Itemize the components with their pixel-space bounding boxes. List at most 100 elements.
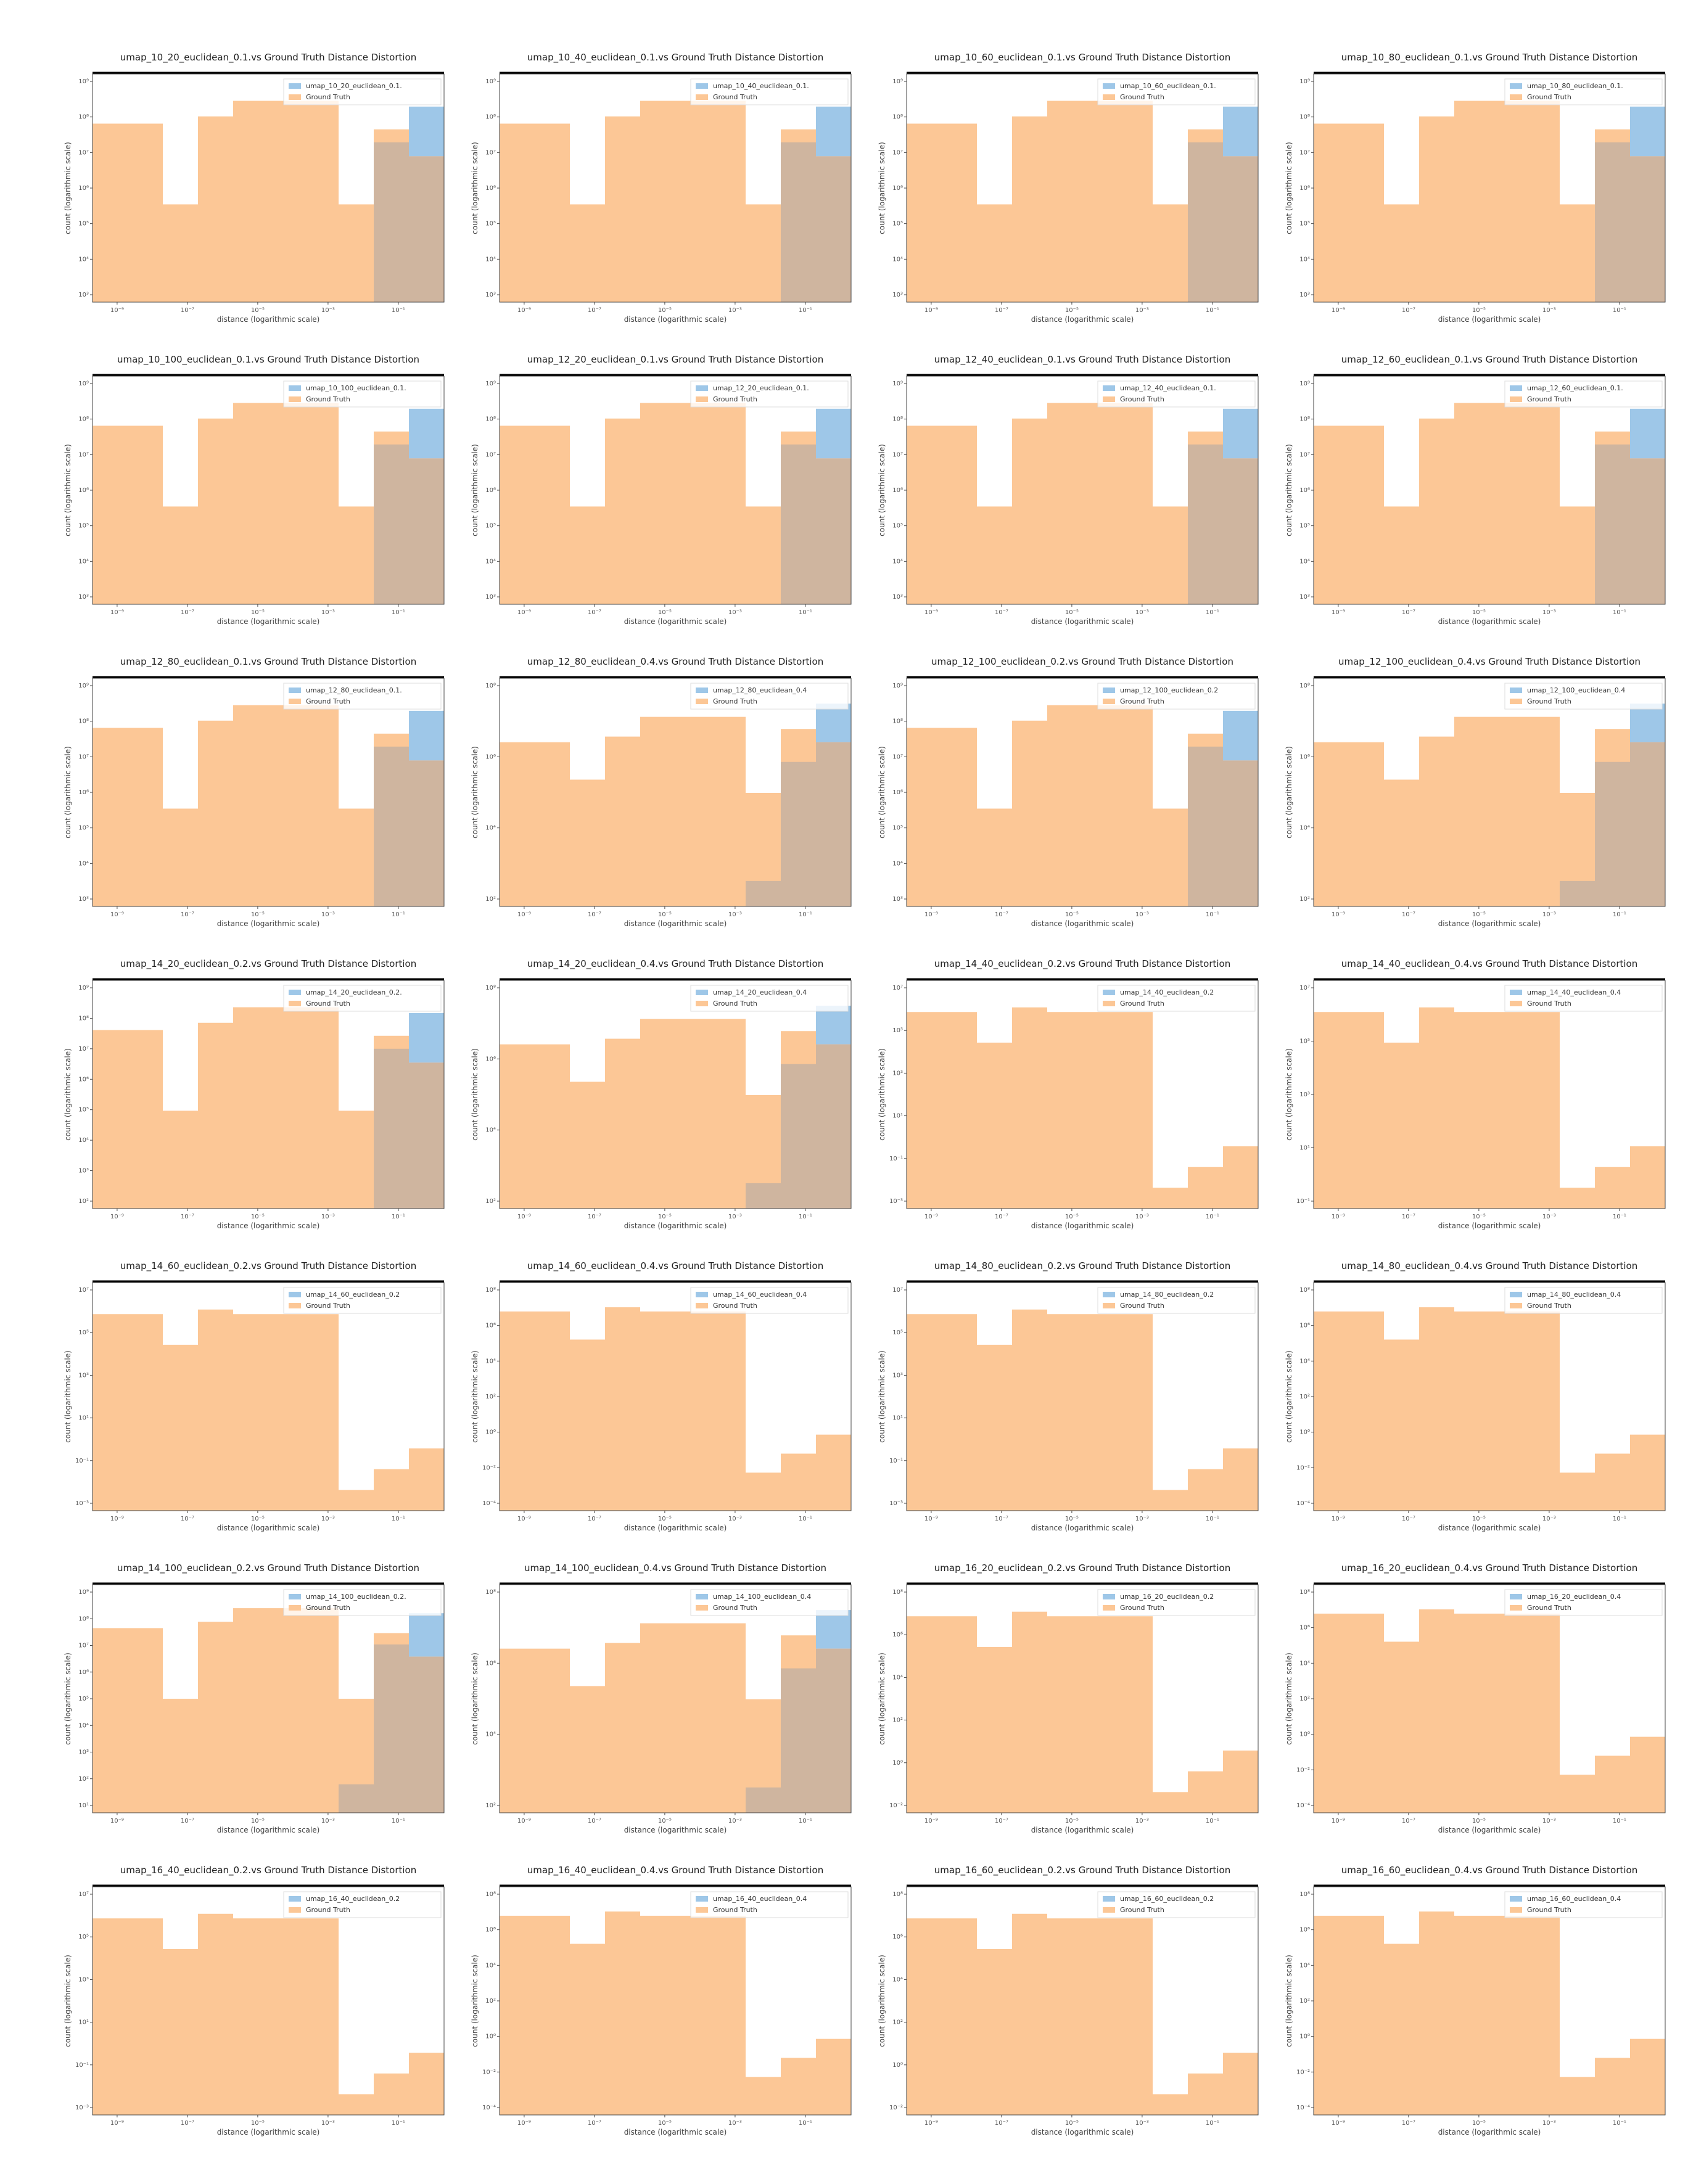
ground-truth-bar <box>1489 1613 1525 1813</box>
chart-title: umap_14_80_euclidean_0.2.vs Ground Truth… <box>934 1260 1230 1272</box>
overlap-bar <box>746 881 781 906</box>
ground-truth-bar <box>1349 1311 1384 1511</box>
ground-truth-bar <box>1454 1012 1489 1209</box>
chart-panel: umap_14_20_euclidean_0.4.vs Ground Truth… <box>469 956 876 1246</box>
legend-swatch-ground-truth <box>1510 1605 1522 1611</box>
x-tick-label: 10⁻³ <box>1542 1818 1556 1825</box>
legend-box <box>1504 380 1663 408</box>
ground-truth-bar <box>570 1944 605 2115</box>
legend-box <box>1097 1891 1256 1918</box>
y-tick-label: 10⁹ <box>78 1589 89 1596</box>
ground-truth-bar <box>339 1490 374 1511</box>
x-tick-label: 10⁻⁹ <box>110 307 124 314</box>
ground-truth-bar <box>268 101 303 302</box>
ground-truth-bar <box>710 403 746 604</box>
x-tick-label: 10⁻¹ <box>1206 1516 1219 1522</box>
y-tick-label: 10⁻¹ <box>889 1156 903 1162</box>
y-tick-label: 10⁵ <box>1299 221 1310 228</box>
legend-label-ground-truth: Ground Truth <box>1120 697 1164 705</box>
y-tick-label: 10⁴ <box>78 256 89 263</box>
histogram-chart: umap_12_100_euclidean_0.4.vs Ground Trut… <box>1285 656 1666 928</box>
y-tick-label: 10⁷ <box>78 451 89 458</box>
x-axis-label: distance (logarithmic scale) <box>1031 919 1134 928</box>
x-tick-label: 10⁻³ <box>1542 2120 1556 2127</box>
x-axis-label: distance (logarithmic scale) <box>624 315 727 324</box>
legend-swatch-ground-truth <box>1510 396 1522 402</box>
y-tick-label: 10⁴ <box>892 256 903 263</box>
chart-title: umap_12_20_euclidean_0.1.vs Ground Truth… <box>527 354 823 366</box>
chart-panel: umap_10_40_euclidean_0.1.vs Ground Truth… <box>469 49 876 339</box>
overlap-bar <box>746 1787 781 1813</box>
legend-swatch-ground-truth <box>1103 699 1115 704</box>
ground-truth-bar <box>268 1608 303 1813</box>
histogram-chart: umap_12_100_euclidean_0.2.vs Ground Trut… <box>878 656 1259 928</box>
y-tick-label: 10⁸ <box>78 1615 89 1622</box>
legend-box <box>1097 1589 1256 1616</box>
y-tick-label: 10⁶ <box>892 789 903 796</box>
ground-truth-bar <box>233 403 268 604</box>
legend-box <box>283 380 442 408</box>
legend-swatch-ground-truth <box>289 1907 301 1913</box>
ground-truth-bar <box>1012 1913 1047 2115</box>
x-tick-label: 10⁻⁷ <box>588 911 601 918</box>
legend-box <box>283 683 442 710</box>
x-tick-label: 10⁻⁷ <box>995 1818 1008 1825</box>
chart-title: umap_16_20_euclidean_0.2.vs Ground Truth… <box>934 1562 1230 1574</box>
x-axis-label: distance (logarithmic scale) <box>1031 1826 1134 1834</box>
chart-title: umap_12_100_euclidean_0.4.vs Ground Trut… <box>1338 656 1641 668</box>
y-tick-label: 10⁻⁴ <box>1296 2104 1310 2111</box>
ground-truth-bar <box>1047 1616 1082 1813</box>
ground-truth-bar <box>1188 2073 1223 2115</box>
legend-label-embedding: umap_12_80_euclidean_0.4 <box>713 686 807 694</box>
ground-truth-bar <box>303 1007 339 1209</box>
legend-label-embedding: umap_16_20_euclidean_0.2 <box>1120 1593 1214 1601</box>
ground-truth-bar <box>942 1012 977 1209</box>
x-tick-label: 10⁻¹ <box>799 1516 812 1522</box>
y-tick-label: 10⁷ <box>78 1046 89 1053</box>
x-axis-label: distance (logarithmic scale) <box>1031 617 1134 626</box>
legend-swatch-ground-truth <box>696 1907 708 1913</box>
y-tick-label: 10² <box>485 1198 496 1205</box>
y-tick-label: 10⁸ <box>892 1891 903 1898</box>
ground-truth-bar <box>1153 808 1188 906</box>
y-tick-label: 10⁷ <box>1299 149 1310 156</box>
x-tick-label: 10⁻⁹ <box>517 609 531 616</box>
ground-truth-bar <box>1595 2058 1630 2115</box>
ground-truth-bar <box>233 705 268 906</box>
ground-truth-bar <box>1419 736 1454 906</box>
y-tick-label: 10⁻³ <box>75 1500 89 1507</box>
ground-truth-bar <box>1489 1915 1525 2115</box>
ground-truth-bar <box>570 779 605 906</box>
ground-truth-bar <box>1012 1309 1047 1511</box>
ground-truth-bar <box>1525 403 1560 604</box>
x-tick-label: 10⁻³ <box>1135 307 1149 314</box>
y-tick-label: 10⁸ <box>485 1891 496 1898</box>
ground-truth-bar <box>746 506 781 604</box>
y-axis-label: count (logarithmic scale) <box>878 1955 886 2047</box>
x-tick-label: 10⁻⁵ <box>251 1213 265 1220</box>
x-tick-label: 10⁻¹ <box>1206 2120 1219 2127</box>
x-axis-label: distance (logarithmic scale) <box>624 2128 727 2137</box>
legend-label-ground-truth: Ground Truth <box>1527 1906 1571 1914</box>
ground-truth-bar <box>1188 1771 1223 1813</box>
y-tick-label: 10⁵ <box>1299 523 1310 530</box>
overlap-bar <box>374 444 409 604</box>
y-axis-label: count (logarithmic scale) <box>471 1652 479 1745</box>
plot-frame <box>499 980 852 1209</box>
legend-box <box>1504 78 1663 105</box>
chart-title: umap_10_40_euclidean_0.1.vs Ground Truth… <box>527 52 823 64</box>
ground-truth-bar <box>907 1012 942 1209</box>
legend-swatch-embedding <box>1103 1594 1115 1599</box>
ground-truth-bar <box>746 2077 781 2115</box>
legend-box <box>690 683 849 710</box>
y-tick-label: 10⁹ <box>78 985 89 991</box>
y-tick-label: 10⁻⁴ <box>1296 1500 1310 1507</box>
chart-panel: umap_16_60_euclidean_0.4.vs Ground Truth… <box>1283 1862 1688 2152</box>
legend-label-ground-truth: Ground Truth <box>713 1604 757 1612</box>
x-tick-label: 10⁻³ <box>728 1818 742 1825</box>
x-tick-label: 10⁻¹ <box>1206 911 1219 918</box>
x-axis-label: distance (logarithmic scale) <box>217 617 320 626</box>
chart-title: umap_16_40_euclidean_0.4.vs Ground Truth… <box>527 1865 823 1876</box>
ground-truth-bar <box>1153 1188 1188 1209</box>
ground-truth-bar <box>268 1314 303 1511</box>
